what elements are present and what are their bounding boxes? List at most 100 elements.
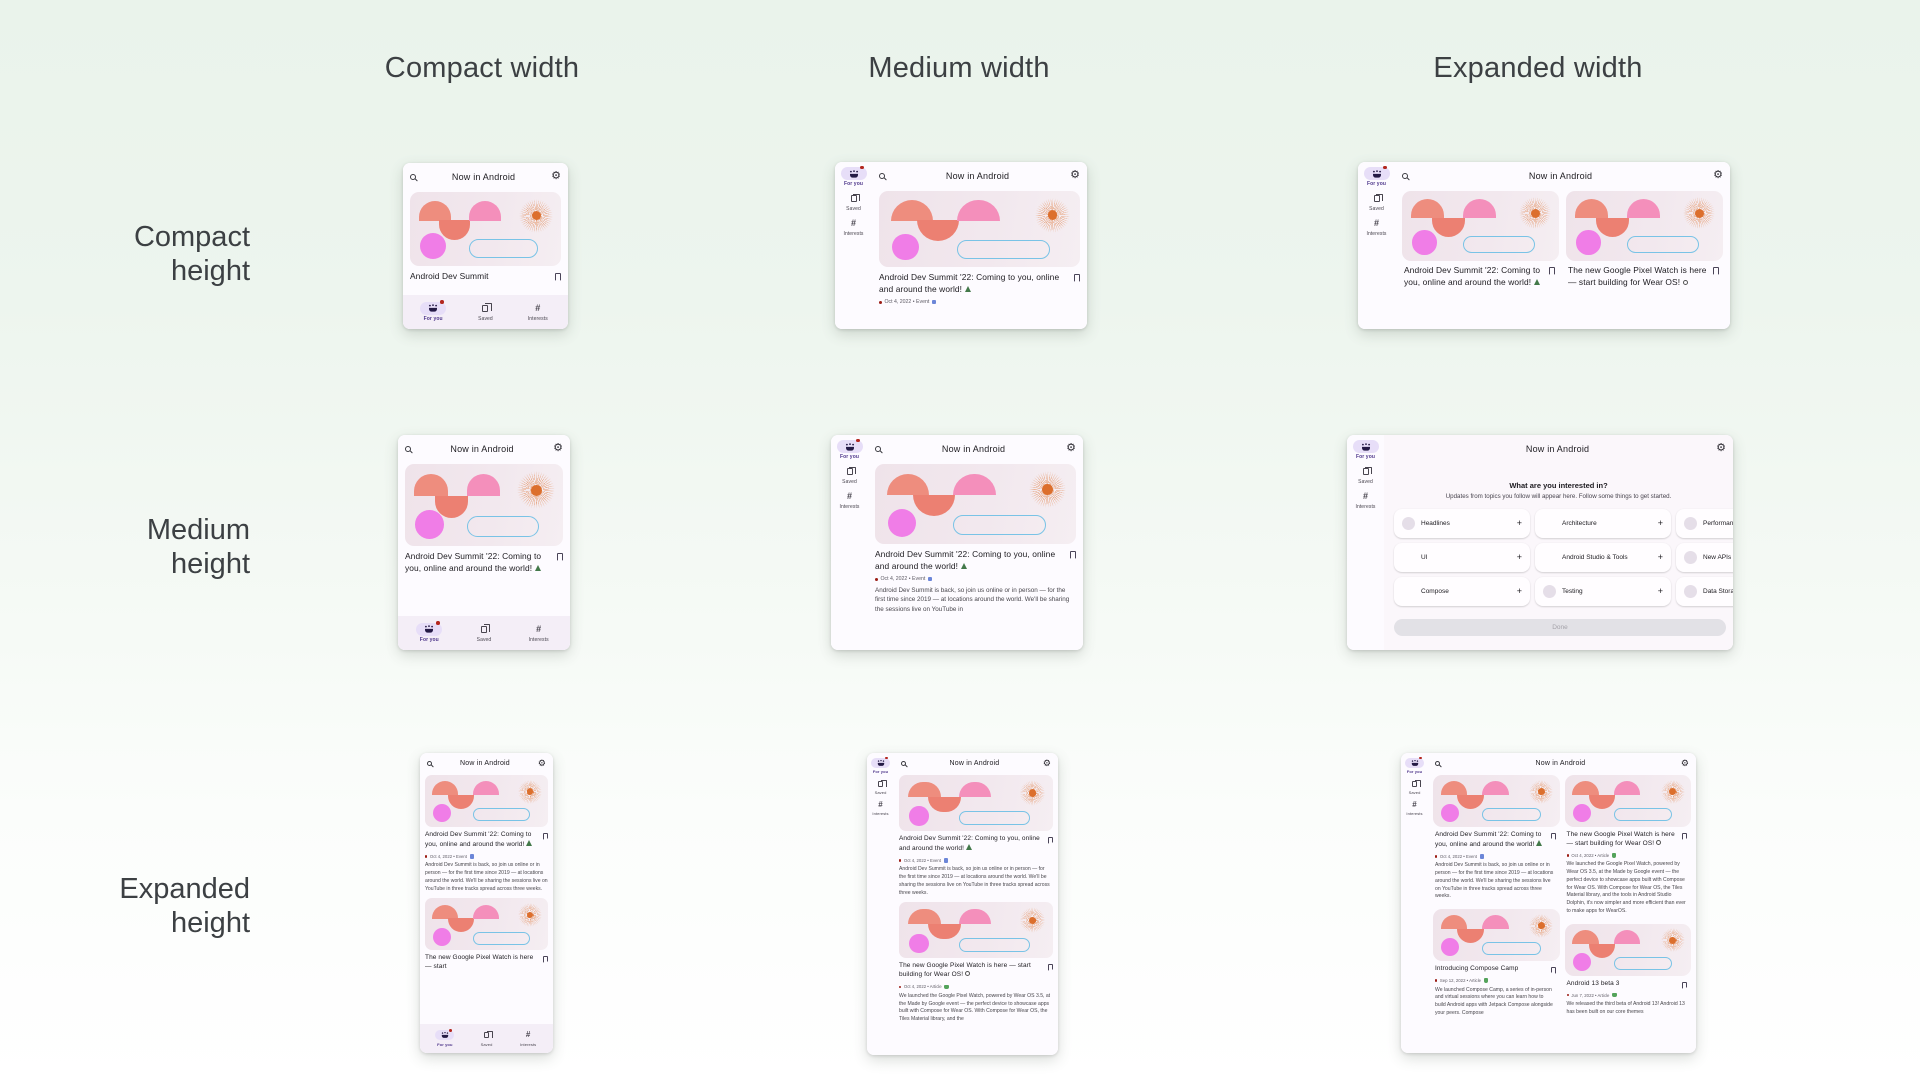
nav-item-saved[interactable]: Saved (837, 465, 863, 485)
bookmark-icon[interactable] (1070, 551, 1076, 559)
bookmark-icon[interactable] (1550, 967, 1556, 975)
bookmark-icon[interactable] (543, 833, 548, 840)
done-button[interactable]: Done (1394, 619, 1726, 636)
nav-item-saved[interactable]: Saved (471, 623, 497, 644)
plus-icon[interactable]: + (1516, 518, 1522, 528)
nav-item-for-you[interactable]: For you (435, 1028, 455, 1047)
bookmark-icon[interactable] (1549, 267, 1555, 275)
bookmark-icon[interactable] (1682, 981, 1687, 989)
topic-chip[interactable]: Architecture + (1535, 509, 1671, 538)
for-you-icon (1372, 169, 1381, 178)
nav-item-interests[interactable]: # Interests (525, 302, 551, 322)
nav-item-interests[interactable]: # Interests (519, 1030, 538, 1047)
bookmark-icon[interactable] (555, 273, 561, 281)
settings-icon[interactable]: ⚙ (537, 757, 546, 768)
article-card[interactable]: Android Dev Summit '22: Coming to you, o… (420, 827, 553, 896)
settings-icon[interactable]: ⚙ (553, 442, 563, 454)
plus-icon[interactable]: + (1516, 552, 1522, 562)
nav-item-for-you[interactable]: For you (871, 756, 890, 774)
settings-icon[interactable]: ⚙ (1713, 169, 1723, 181)
nav-item-saved[interactable]: Saved (1364, 192, 1390, 212)
bookmark-icon[interactable] (1550, 833, 1556, 840)
bookmark-icon[interactable] (543, 956, 548, 964)
topic-chip[interactable]: UI + (1394, 543, 1530, 572)
nav-item-saved[interactable]: Saved (871, 779, 890, 795)
settings-icon[interactable]: ⚙ (551, 170, 561, 182)
nav-item-saved[interactable]: Saved (1353, 465, 1379, 485)
nav-item-for-you[interactable]: For you (1352, 440, 1379, 460)
for-you-icon (441, 1032, 449, 1039)
bookmark-icon[interactable] (557, 553, 563, 561)
article-card[interactable]: Introducing Compose Camp Sep 12, 2022 • … (1433, 909, 1560, 1020)
article-card[interactable]: Android Dev Summit '22: Coming to you, o… (868, 544, 1083, 618)
for-you-icon (1411, 760, 1418, 766)
nav-item-saved[interactable]: Saved (472, 302, 498, 322)
article-card[interactable]: Android Dev Summit '22: Coming to you, o… (398, 546, 570, 578)
topic-chip[interactable]: Performance+ (1676, 509, 1733, 538)
nav-item-interests[interactable]: # Interests (871, 800, 890, 817)
settings-icon[interactable]: ⚙ (1042, 757, 1051, 768)
search-icon[interactable] (427, 760, 432, 766)
article-card[interactable]: Android Dev Summit '22: Coming to you, o… (1433, 775, 1560, 904)
nav-item-for-you[interactable]: For you (1363, 165, 1390, 187)
article-card[interactable]: The new Google Pixel Watch is here — sta… (1564, 775, 1691, 919)
settings-icon[interactable]: ⚙ (1066, 442, 1076, 454)
nav-label: Saved (476, 637, 492, 644)
bookmark-icon[interactable] (1713, 267, 1719, 275)
nav-item-interests[interactable]: # Interests (1405, 800, 1424, 817)
nav-item-interests[interactable]: # Interests (841, 217, 867, 238)
topic-chip[interactable]: Data Storage+ (1676, 577, 1733, 606)
search-icon[interactable] (879, 172, 885, 179)
search-icon[interactable] (1435, 760, 1440, 766)
article-card[interactable]: The new Google Pixel Watch is here — sta… (420, 950, 553, 975)
settings-icon[interactable]: ⚙ (1070, 169, 1080, 181)
search-icon[interactable] (405, 445, 411, 452)
nav-item-saved[interactable]: Saved (1405, 779, 1424, 795)
topic-chip[interactable]: Compose + (1394, 577, 1530, 606)
nav-item-interests[interactable]: # Interests (1364, 217, 1390, 238)
article-card[interactable]: Android Dev Summit '22: Coming to you, o… (1402, 191, 1559, 291)
plus-icon[interactable]: + (1516, 586, 1522, 596)
search-icon[interactable] (1402, 172, 1408, 179)
topic-chip[interactable]: New APIs &+ (1676, 543, 1733, 572)
topic-chip[interactable]: Headlines + (1394, 509, 1530, 538)
search-icon[interactable] (901, 760, 906, 766)
plus-icon[interactable]: + (1657, 518, 1663, 528)
wave-shape (959, 909, 992, 925)
article-title: Introducing Compose Camp (1435, 965, 1519, 973)
topic-chip[interactable]: Testing + (1535, 577, 1671, 606)
nav-item-saved[interactable]: Saved (841, 192, 867, 212)
nav-item-for-you[interactable]: For you (1405, 756, 1424, 774)
plus-icon[interactable]: + (1657, 586, 1663, 596)
nav-item-for-you[interactable]: For you (416, 621, 443, 643)
nav-item-saved[interactable]: Saved (477, 1030, 496, 1047)
nav-item-for-you[interactable]: For you (420, 300, 447, 322)
nav-item-for-you[interactable]: For you (836, 438, 863, 460)
bookmark-icon[interactable] (1074, 274, 1080, 282)
bookmark-icon[interactable] (1048, 837, 1053, 844)
article-body: Android Dev Summit is back, so join us o… (425, 862, 548, 892)
topic-chip[interactable]: Android Studio & Tools + (1535, 543, 1671, 572)
settings-icon[interactable]: ⚙ (1680, 757, 1689, 768)
article-card[interactable]: The new Google Pixel Watch is here — sta… (894, 958, 1058, 1026)
nav-item-for-you[interactable]: For you (840, 165, 867, 187)
nav-item-interests[interactable]: # Interests (526, 623, 552, 643)
article-title: The new Google Pixel Watch is here — sta… (425, 954, 534, 971)
search-icon[interactable] (410, 173, 416, 180)
bookmark-icon[interactable] (1682, 833, 1687, 840)
settings-icon[interactable]: ⚙ (1716, 442, 1726, 454)
wave-shape (917, 220, 960, 241)
article-card[interactable]: Android Dev Summit '22: Coming to you, o… (894, 831, 1058, 900)
article-card[interactable]: Android Dev Summit (403, 266, 568, 287)
nav-item-interests[interactable]: # Interests (1353, 490, 1379, 511)
article-card[interactable]: Android 13 beta 3 Jun 7, 2022 • Article … (1564, 923, 1691, 1020)
plus-icon[interactable]: + (1657, 552, 1663, 562)
search-icon[interactable] (875, 445, 881, 452)
sunburst-shape (517, 471, 556, 510)
wave-shape (1457, 795, 1484, 810)
bookmark-icon[interactable] (1048, 964, 1053, 972)
article-card[interactable]: Android Dev Summit '22: Coming to you, o… (872, 267, 1087, 309)
nav-item-interests[interactable]: # Interests (837, 490, 863, 511)
article-title: Android Dev Summit (410, 271, 489, 281)
article-card[interactable]: The new Google Pixel Watch is here — sta… (1566, 191, 1723, 291)
